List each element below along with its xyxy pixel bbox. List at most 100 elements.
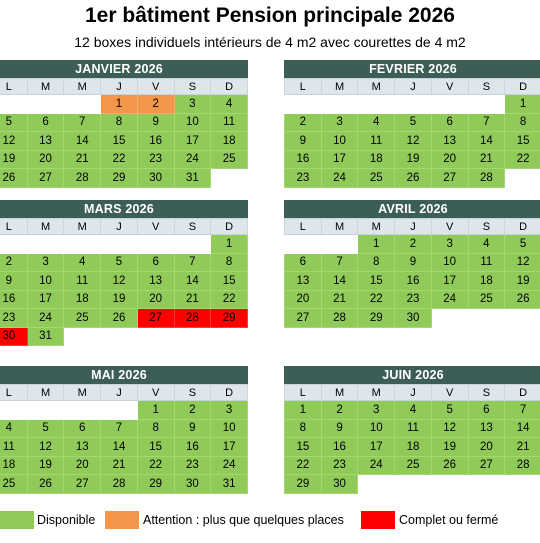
empty-cell <box>63 234 102 254</box>
month-table: L M M J V S D 1 2 3 4 5 6 7 8 9 10 11 12 13 14 15 16 17 18 19 20 21… <box>0 218 248 346</box>
day-cell: 8 <box>357 252 396 272</box>
weekday-label: L <box>284 384 322 401</box>
day-cell: 11 <box>467 252 506 272</box>
empty-cell <box>284 94 322 114</box>
weekday-label: M <box>357 78 396 95</box>
day-cell: 13 <box>430 131 469 151</box>
day-cell: 16 <box>394 271 432 291</box>
day-cell: 27 <box>467 455 506 475</box>
week-row: 13 14 15 16 17 18 19 <box>284 271 540 291</box>
week-row: 1 <box>0 234 248 254</box>
weekday-label: D <box>210 218 248 235</box>
weekday-label: M <box>357 384 396 401</box>
weekday-label: D <box>210 384 248 401</box>
day-cell: 23 <box>0 308 28 328</box>
day-cell: 30 <box>0 326 28 346</box>
day-cell: 1 <box>210 234 248 254</box>
weekday-label: V <box>430 78 469 95</box>
day-cell: 19 <box>430 437 469 457</box>
week-row: 15 16 17 18 19 20 21 <box>284 437 540 457</box>
day-cell: 3 <box>430 234 469 254</box>
day-cell: 13 <box>467 418 506 438</box>
day-cell: 1 <box>136 400 175 420</box>
day-cell: 24 <box>430 289 469 309</box>
day-cell: 22 <box>284 455 322 475</box>
day-cell: 22 <box>210 289 248 309</box>
empty-cell <box>320 234 359 254</box>
week-row: 9 10 11 12 13 14 15 <box>284 131 540 151</box>
day-cell: 29 <box>100 168 138 188</box>
day-cell: 7 <box>467 112 506 132</box>
day-cell: 13 <box>136 271 175 291</box>
day-cell: 18 <box>394 437 432 457</box>
day-cell: 5 <box>26 418 65 438</box>
day-cell: 3 <box>320 112 359 132</box>
day-cell: 26 <box>0 168 28 188</box>
day-cell: 19 <box>100 289 138 309</box>
weekday-label: M <box>26 78 65 95</box>
month-title: JANVIER 2026 <box>0 60 248 78</box>
day-cell: 15 <box>357 271 396 291</box>
week-row: 23 24 25 26 27 28 <box>284 168 540 188</box>
empty-cell <box>100 234 138 254</box>
day-cell: 22 <box>100 149 138 169</box>
day-cell: 22 <box>504 149 540 169</box>
legend-label-attention: Attention : plus que quelques places <box>143 513 344 527</box>
weekday-label: M <box>26 218 65 235</box>
day-cell: 16 <box>136 131 175 151</box>
day-cell: 9 <box>136 112 175 132</box>
weekday-label: V <box>430 384 469 401</box>
empty-cell <box>504 308 540 328</box>
day-cell: 10 <box>320 131 359 151</box>
day-cell: 16 <box>284 149 322 169</box>
day-cell: 2 <box>136 94 175 114</box>
day-cell: 20 <box>26 149 65 169</box>
month-title: FEVRIER 2026 <box>284 60 540 78</box>
day-cell: 11 <box>210 112 248 132</box>
day-cell: 24 <box>357 455 396 475</box>
day-cell: 17 <box>430 271 469 291</box>
day-cell: 7 <box>504 400 540 420</box>
empty-cell <box>394 94 432 114</box>
day-cell: 7 <box>63 112 102 132</box>
day-cell: 31 <box>210 474 248 494</box>
empty-cell <box>430 94 469 114</box>
empty-cell <box>430 308 469 328</box>
month-3: AVRIL 2026 L M M J V S D 1 2 3 4 5 6 7 8 9 10 11 12 13 14 15 16… <box>284 200 540 328</box>
day-cell: 3 <box>173 94 212 114</box>
day-cell: 25 <box>394 455 432 475</box>
week-row: 16 17 18 19 20 21 22 <box>284 149 540 169</box>
day-cell: 21 <box>467 149 506 169</box>
day-cell: 9 <box>173 418 212 438</box>
day-cell: 13 <box>26 131 65 151</box>
day-cell: 14 <box>100 437 138 457</box>
day-cell: 10 <box>430 252 469 272</box>
month-1: FEVRIER 2026 L M M J V S D 1 2 3 4 5 6 7 8 9 10 11 12 13 14 15… <box>284 60 540 188</box>
day-cell: 28 <box>100 474 138 494</box>
day-cell: 22 <box>136 455 175 475</box>
day-cell: 10 <box>26 271 65 291</box>
day-cell: 6 <box>284 252 322 272</box>
day-cell: 23 <box>394 289 432 309</box>
weekday-label: S <box>173 218 212 235</box>
week-row: 4 5 6 7 8 9 10 <box>0 418 248 438</box>
legend-swatch-complet <box>361 511 395 529</box>
day-cell: 17 <box>357 437 396 457</box>
empty-cell <box>136 234 175 254</box>
day-cell: 12 <box>394 131 432 151</box>
day-cell: 23 <box>284 168 322 188</box>
day-cell: 16 <box>0 289 28 309</box>
day-cell: 16 <box>320 437 359 457</box>
day-cell: 4 <box>63 252 102 272</box>
day-cell: 24 <box>320 168 359 188</box>
month-2: MARS 2026 L M M J V S D 1 2 3 4 5 6 7 8 9 10 11 12 13 14 15 16 1… <box>0 200 248 346</box>
week-row: 27 28 29 30 <box>284 308 540 328</box>
day-cell: 29 <box>357 308 396 328</box>
day-cell: 3 <box>26 252 65 272</box>
day-cell: 30 <box>136 168 175 188</box>
week-row: 30 31 <box>0 326 248 346</box>
month-title: MAI 2026 <box>0 366 248 384</box>
empty-cell <box>357 474 396 494</box>
